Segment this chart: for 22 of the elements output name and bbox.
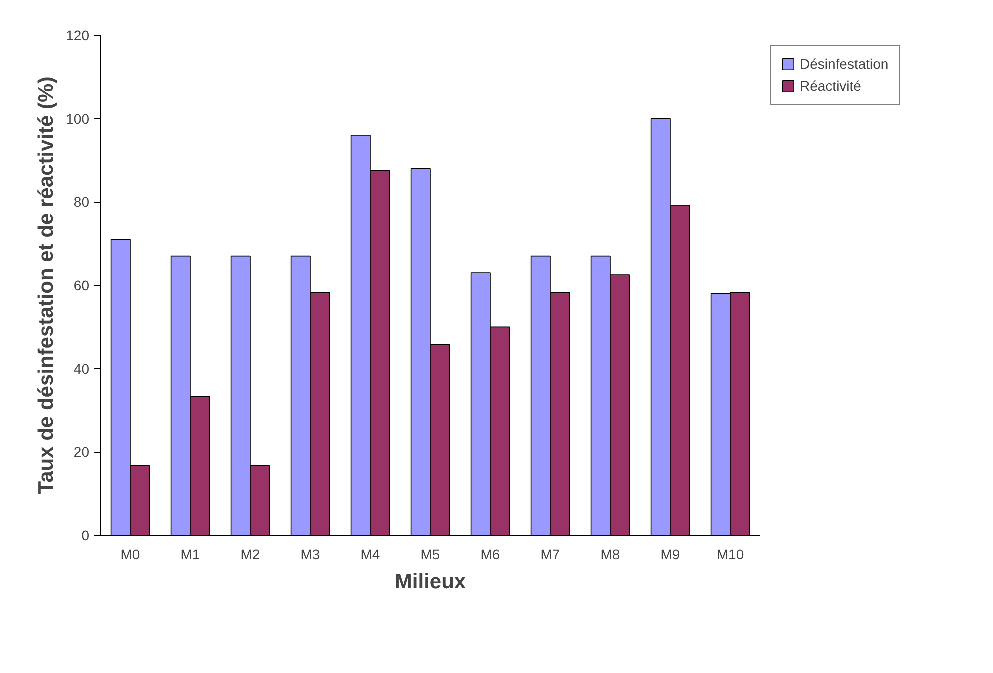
x-tick-label: M7 (540, 546, 560, 562)
legend-label: Réactivité (800, 78, 862, 94)
y-tick-label: 100 (66, 110, 90, 127)
x-tick-label: M6 (480, 546, 500, 562)
x-tick-label: M2 (240, 546, 260, 562)
y-tick-label: 80 (74, 194, 90, 210)
x-tick-label: M5 (420, 546, 440, 562)
y-tick-label: 0 (82, 528, 90, 544)
y-tick-label: 60 (74, 278, 90, 294)
x-tick-label: M0 (120, 546, 140, 562)
y-tick-label: 20 (74, 444, 90, 460)
x-tick-label: M9 (660, 546, 680, 562)
x-tick-label: M3 (300, 546, 320, 562)
x-tick-label: M1 (180, 546, 200, 562)
y-tick-label: 40 (74, 360, 90, 377)
x-tick-label: M10 (716, 546, 744, 562)
y-axis-title: Taux de désinfestation et de réactivité (%) (35, 76, 58, 494)
y-tick-label: 120 (66, 28, 90, 44)
x-axis-title: Milieux (394, 570, 466, 594)
legend-label: Désinfestation (800, 56, 889, 72)
x-tick-label: M8 (600, 546, 620, 562)
x-tick-label: M4 (360, 546, 380, 562)
